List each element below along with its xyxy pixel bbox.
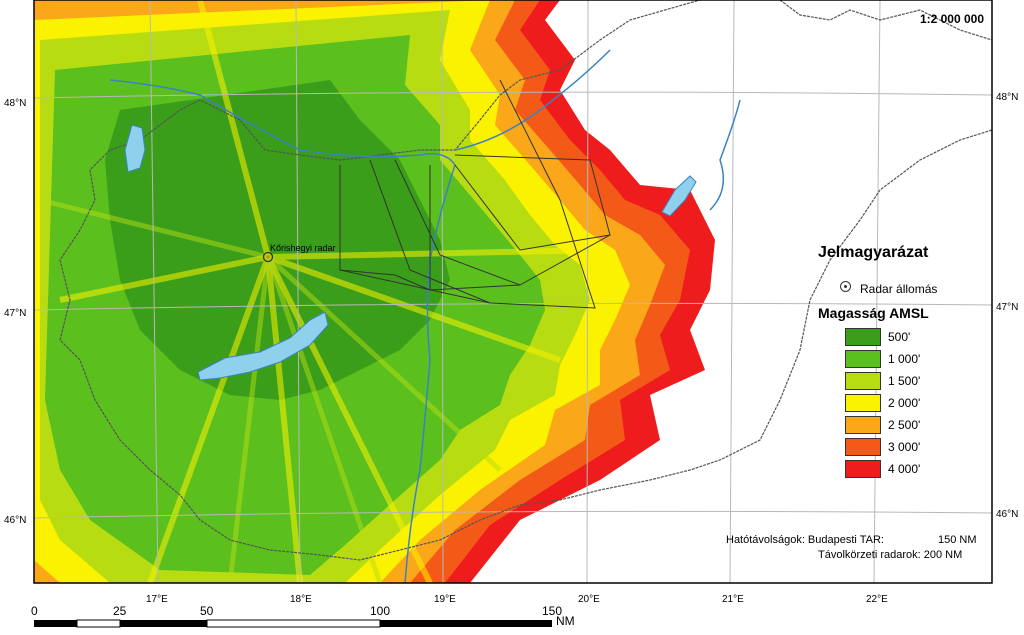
lake-balaton — [197, 311, 329, 381]
legend-swatch — [845, 460, 881, 478]
lat-label-47-left: 47°N — [4, 308, 26, 319]
coverage-band-500 — [105, 80, 450, 400]
lon-label-19: 19°E — [434, 594, 456, 605]
lon-label-17: 17°E — [146, 594, 168, 605]
lon-label-21: 21°E — [722, 594, 744, 605]
scale-bar — [34, 619, 552, 628]
scale-tick-150: 150 — [542, 604, 563, 618]
lat-label-46-right: 46°N — [996, 509, 1018, 520]
legend-swatch — [845, 328, 881, 346]
legend-item-label: 500' — [888, 330, 911, 344]
legend-item-label: 2 000' — [888, 396, 921, 410]
radar-station-icon — [840, 281, 851, 292]
legend-swatch — [845, 394, 881, 412]
range-info-value: 150 NM — [938, 534, 977, 546]
legend-item-label: 1 500' — [888, 374, 921, 388]
country-border — [59, 0, 993, 561]
coverage-layer — [34, 0, 715, 583]
range-info-label: Hatótávolságok: Budapesti TAR: — [726, 534, 884, 546]
scale-tick-0: 0 — [31, 604, 38, 618]
legend-swatch — [845, 372, 881, 390]
legend-swatch — [845, 416, 881, 434]
map-frame — [33, 0, 993, 584]
legend-swatch — [845, 438, 881, 456]
lake-ferto — [124, 124, 146, 173]
radar-label: Kőrishegyi radar — [270, 243, 336, 253]
scale-note: 1:2 000 000 — [919, 12, 984, 26]
scale-tick-50: 50 — [200, 604, 214, 618]
legend-item-label: 4 000' — [888, 462, 921, 476]
lat-label-46-left: 46°N — [4, 515, 26, 526]
legend-title: Jelmagyarázat — [818, 244, 929, 261]
airspace-sectors — [339, 79, 611, 309]
legend-subtitle: Magasság AMSL — [818, 305, 929, 321]
legend-item-label: 1 000' — [888, 352, 921, 366]
lon-label-18: 18°E — [290, 594, 312, 605]
scale-tick-25: 25 — [113, 604, 127, 618]
coverage-streaks — [59, 0, 601, 583]
lat-label-47-right: 47°N — [996, 302, 1018, 313]
legend-item-label: 3 000' — [888, 440, 921, 454]
scale-tick-100: 100 — [370, 604, 391, 618]
legend-item-label: 2 500' — [888, 418, 921, 432]
lat-label-48-left: 48°N — [4, 98, 26, 109]
lon-label-22: 22°E — [866, 594, 888, 605]
range-info-line2: Távolkörzeti radarok: 200 NM — [818, 549, 963, 561]
lon-label-20: 20°E — [578, 594, 600, 605]
legend-swatch — [845, 350, 881, 368]
lat-label-48-right: 48°N — [996, 92, 1018, 103]
legend-station-label: Radar állomás — [860, 282, 938, 296]
lake-tisza — [661, 175, 697, 217]
radar-station-marker — [262, 251, 274, 263]
rivers — [109, 49, 741, 584]
scale-unit: NM — [556, 614, 575, 628]
